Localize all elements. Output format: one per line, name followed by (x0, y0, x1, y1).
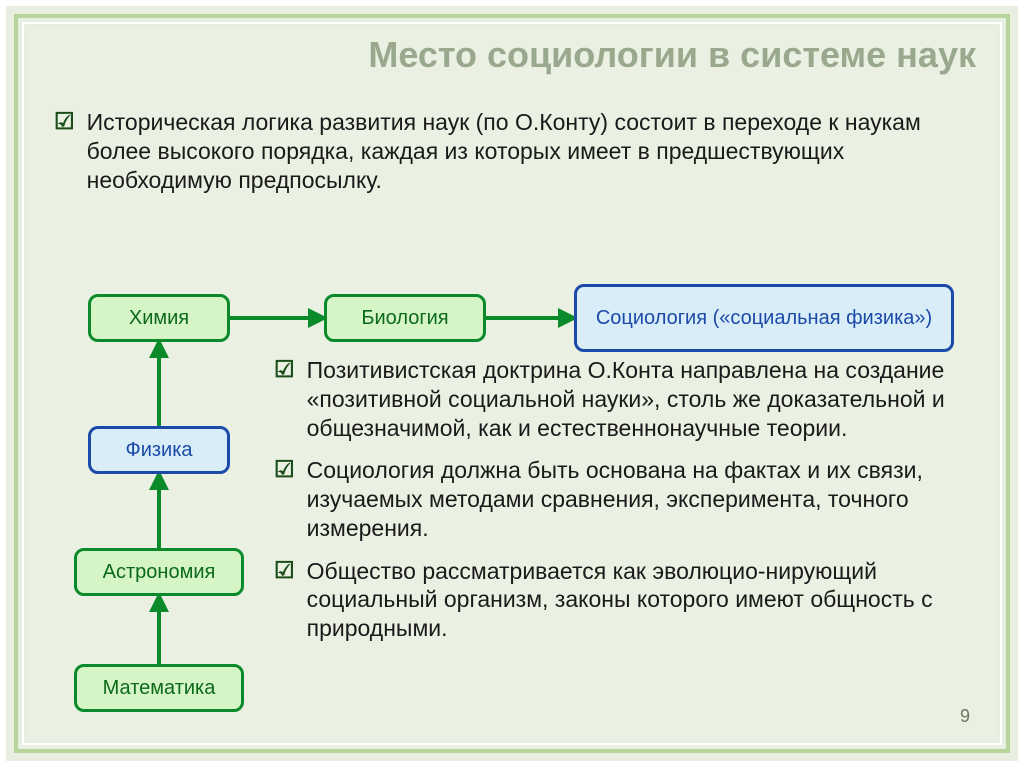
bullet-text: Позитивистская доктрина О.Конта направле… (307, 356, 970, 442)
node-math: Математика (74, 664, 244, 712)
node-bio: Биология (324, 294, 486, 342)
content-area: ☑ Историческая логика развития наук (по … (44, 108, 980, 729)
page-number: 9 (960, 706, 970, 727)
check-icon: ☑ (274, 557, 295, 584)
node-astro: Астрономия (74, 548, 244, 596)
slide-title: Место социологии в системе наук (368, 34, 976, 76)
check-icon: ☑ (274, 356, 295, 383)
check-icon: ☑ (274, 456, 295, 483)
bullet-text: Социология должна быть основана на факта… (307, 456, 970, 542)
slide-body: Место социологии в системе наук ☑ Истори… (28, 28, 996, 739)
bullet-1: ☑ Социология должна быть основана на факт… (274, 456, 970, 542)
node-phys: Физика (88, 426, 230, 474)
bullet-0: ☑ Позитивистская доктрина О.Конта направл… (274, 356, 970, 442)
bullet-text: Общество рассматривается как эволюцио-ни… (307, 557, 970, 643)
bullets-block: ☑ Позитивистская доктрина О.Конта направл… (274, 356, 970, 657)
bullet-2: ☑ Общество рассматривается как эволюцио-н… (274, 557, 970, 643)
node-soc: Социология («социальная физика») (574, 284, 954, 352)
node-chem: Химия (88, 294, 230, 342)
